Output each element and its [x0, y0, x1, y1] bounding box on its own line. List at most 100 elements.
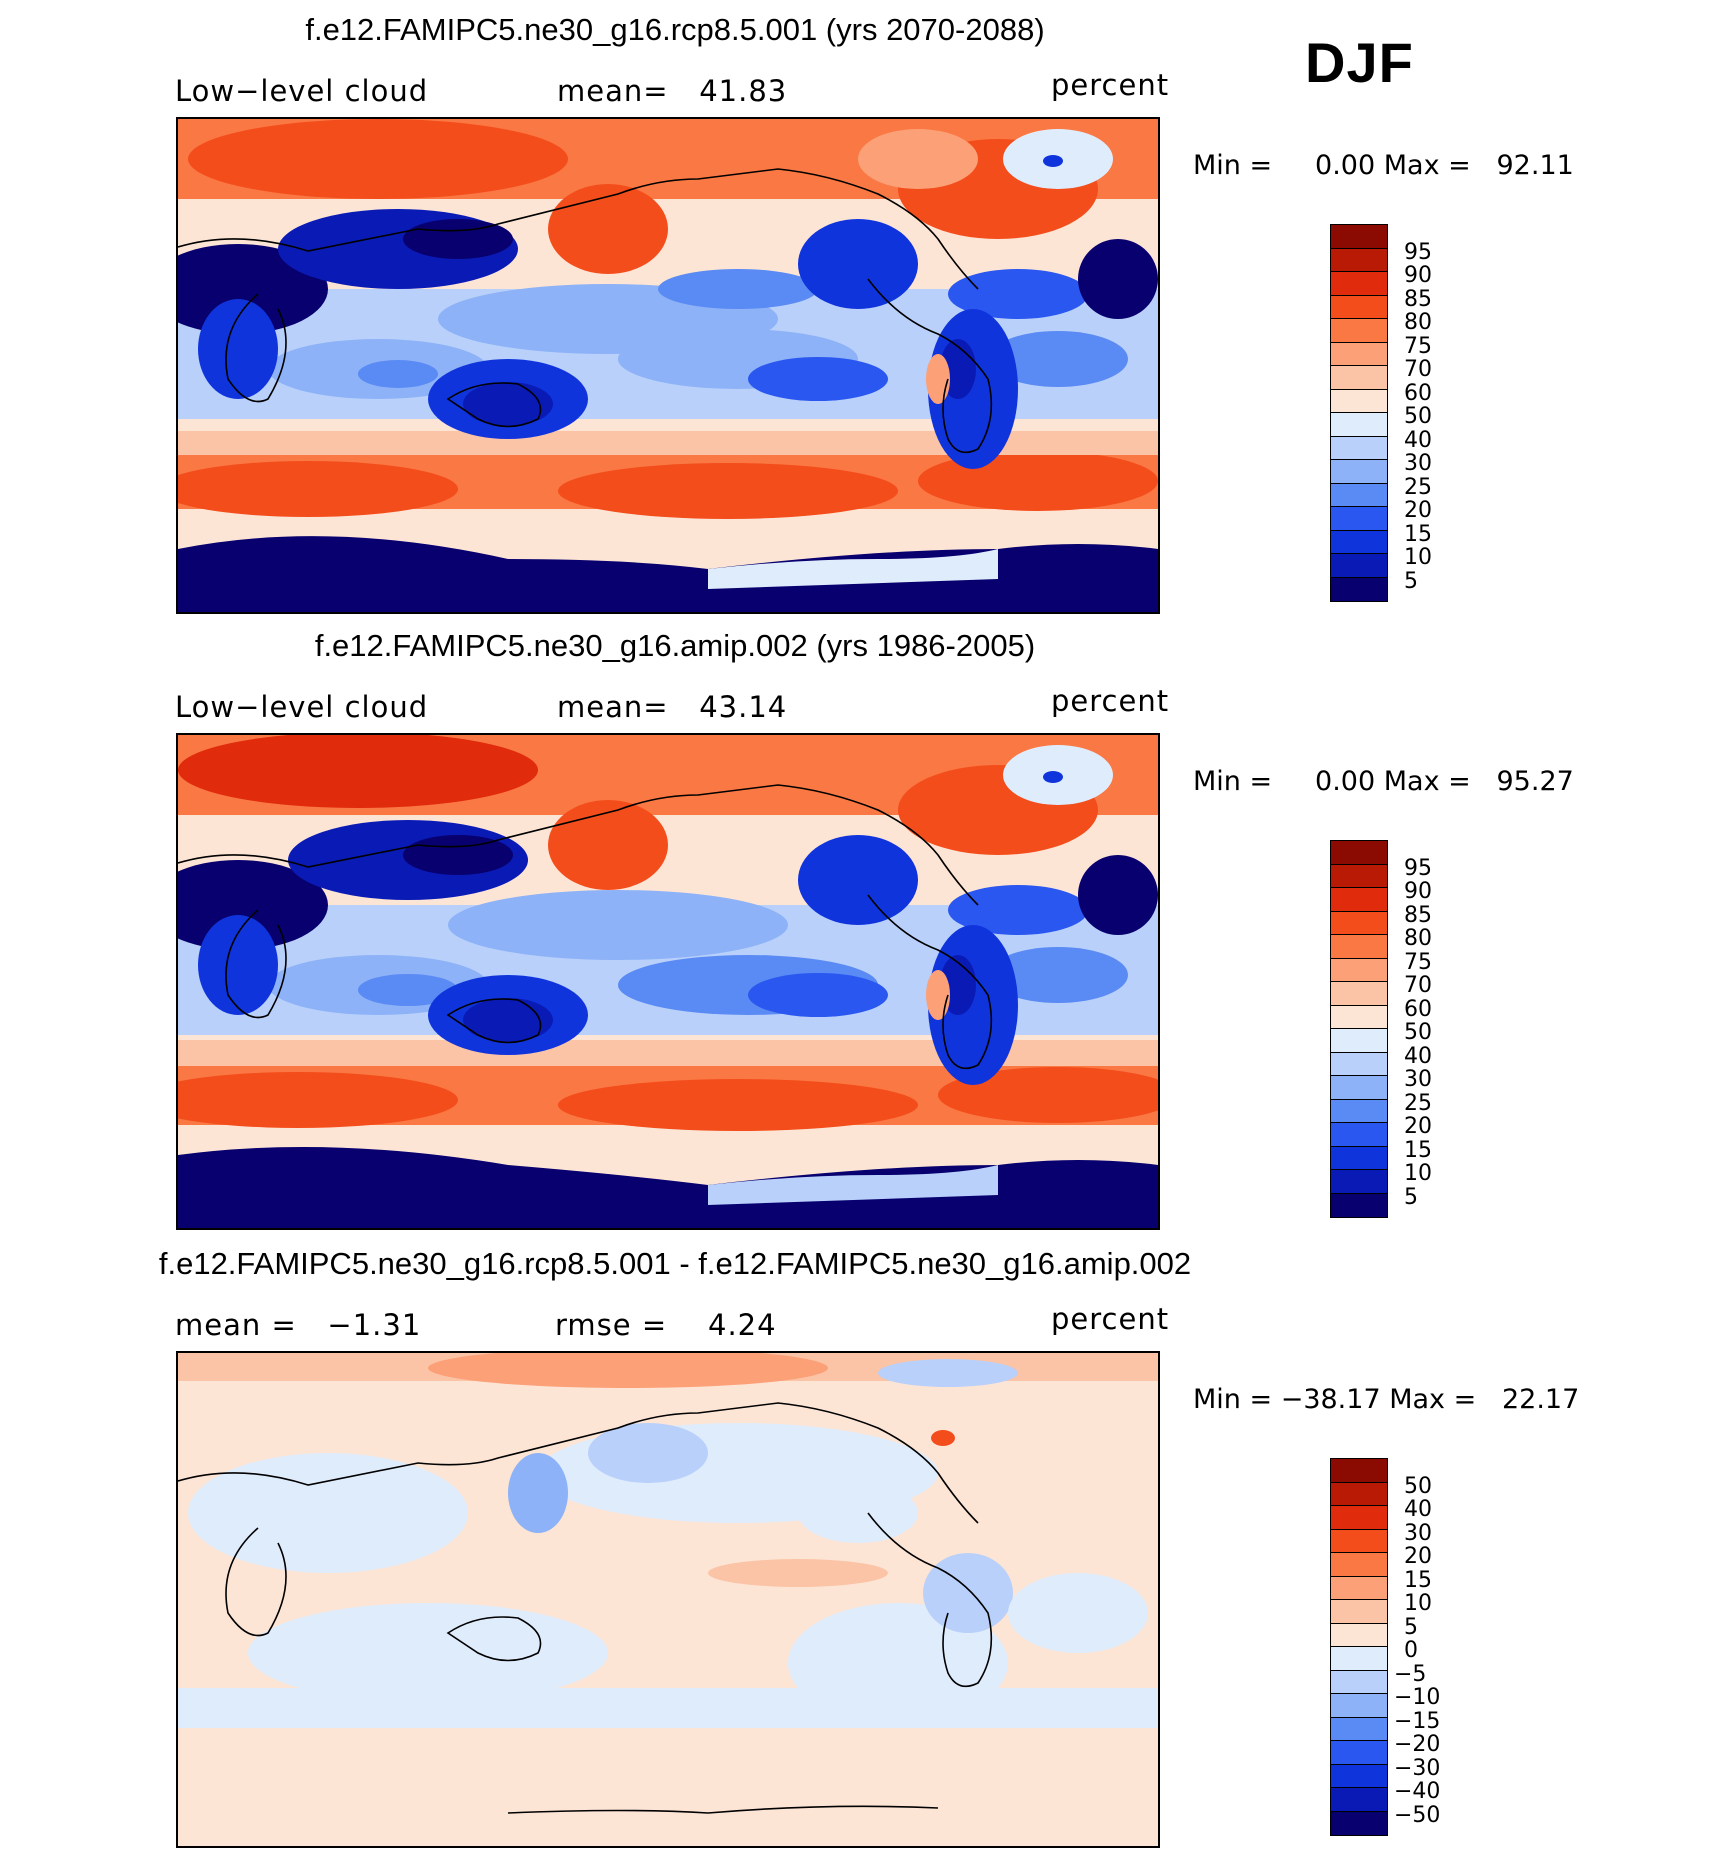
colorbar-swatch — [1331, 958, 1387, 982]
colorbar-tick-label: 5 — [1404, 568, 1418, 594]
colorbar-tick-label: 85 — [1404, 902, 1432, 928]
colorbar-swatch — [1331, 1623, 1387, 1647]
colorbar-tick-label: 40 — [1404, 1043, 1432, 1069]
colorbar-tick-label: 20 — [1404, 498, 1432, 523]
units-label: percent — [1051, 1302, 1170, 1336]
colorbar-swatch — [1331, 864, 1387, 888]
colorbar-tick-label: −30 — [1394, 1755, 1441, 1781]
panel-title: f.e12.FAMIPC5.ne30_g16.rcp8.5.001 - f.e1… — [158, 1246, 1192, 1281]
colorbar-swatch — [1331, 841, 1387, 865]
colorbar-swatch — [1331, 1529, 1387, 1553]
colorbar-tick-label: −20 — [1394, 1732, 1441, 1757]
colorbar-swatch — [1331, 225, 1387, 249]
colorbar-tick-label: 40 — [1404, 1497, 1432, 1522]
colorbar-tick-label: 75 — [1404, 949, 1432, 975]
season-label: DJF — [1305, 31, 1414, 94]
panel-future: f.e12.FAMIPC5.ne30_g16.rcp8.5.001 (yrs 2… — [0, 12, 1710, 632]
colorbar-swatch — [1331, 389, 1387, 413]
cloud-difference-map — [176, 1351, 1160, 1848]
colorbar-tick-label: 85 — [1404, 286, 1432, 312]
colorbar-tick-label: 80 — [1404, 926, 1432, 951]
colorbar-swatch — [1331, 1506, 1387, 1530]
panel-difference: f.e12.FAMIPC5.ne30_g16.rcp8.5.001 - f.e1… — [0, 1246, 1710, 1866]
colorbar-tick-label: 70 — [1404, 357, 1432, 382]
colorbar — [1330, 224, 1388, 602]
colorbar-swatch — [1331, 1647, 1387, 1671]
colorbar-swatch — [1331, 530, 1387, 554]
colorbar-swatch — [1331, 1123, 1387, 1147]
colorbar-tick-label: 0 — [1404, 1638, 1418, 1663]
colorbar-swatch — [1331, 554, 1387, 578]
colorbar-swatch — [1331, 1076, 1387, 1100]
colorbar-swatch — [1331, 1146, 1387, 1170]
colorbar-swatch — [1331, 1193, 1387, 1217]
colorbar-tick-label: 30 — [1404, 451, 1432, 476]
colorbar-swatch — [1331, 1811, 1387, 1835]
colorbar-tick-label: 20 — [1404, 1544, 1432, 1569]
colorbar-tick-label: 60 — [1404, 996, 1432, 1022]
colorbar-swatch — [1331, 507, 1387, 531]
colorbar-tick-label: 15 — [1404, 1567, 1432, 1593]
cloud-map-future — [176, 117, 1160, 614]
cloud-map-historical — [176, 733, 1160, 1230]
colorbar-tick-label: 10 — [1404, 1161, 1432, 1186]
panel-title: f.e12.FAMIPC5.ne30_g16.amip.002 (yrs 198… — [314, 628, 1036, 663]
colorbar-swatch — [1331, 1029, 1387, 1053]
colorbar-swatch — [1331, 1052, 1387, 1076]
colorbar-swatch — [1331, 888, 1387, 912]
colorbar-swatch — [1331, 1764, 1387, 1788]
colorbar-swatch — [1331, 413, 1387, 437]
colorbar-tick-label: 95 — [1404, 239, 1432, 265]
colorbar-tick-label: 90 — [1404, 263, 1432, 288]
colorbar-swatch — [1331, 272, 1387, 296]
colorbar-swatch — [1331, 577, 1387, 601]
colorbar-swatch — [1331, 1670, 1387, 1694]
mean-label: mean= 41.83 — [557, 74, 788, 108]
colorbar-tick-label: −40 — [1394, 1779, 1441, 1804]
colorbar-swatch — [1331, 982, 1387, 1006]
colorbar-swatch — [1331, 1005, 1387, 1029]
colorbar-tick-label: 70 — [1404, 973, 1432, 998]
colorbar-swatch — [1331, 1170, 1387, 1194]
colorbar-swatch — [1331, 1576, 1387, 1600]
colorbar-tick-label: 75 — [1404, 333, 1432, 359]
units-label: percent — [1051, 68, 1170, 102]
panel-title: f.e12.FAMIPC5.ne30_g16.rcp8.5.001 (yrs 2… — [305, 12, 1045, 47]
colorbar-swatch — [1331, 1717, 1387, 1741]
colorbar-swatch — [1331, 1788, 1387, 1812]
colorbar-tick-label: −50 — [1394, 1802, 1441, 1828]
colorbar-tick-label: 50 — [1404, 404, 1432, 429]
mean-label: mean = −1.31 — [175, 1308, 422, 1342]
colorbar-swatch — [1331, 1099, 1387, 1123]
colorbar-tick-label: 25 — [1404, 1090, 1432, 1116]
colorbar-swatch — [1331, 1553, 1387, 1577]
colorbar-tick-label: 80 — [1404, 310, 1432, 335]
colorbar-tick-label: 15 — [1404, 521, 1432, 547]
colorbar — [1330, 1458, 1388, 1836]
mean-label: mean= 43.14 — [557, 690, 788, 724]
colorbar-swatch — [1331, 460, 1387, 484]
rmse-label: rmse = 4.24 — [555, 1308, 777, 1342]
colorbar-swatch — [1331, 366, 1387, 390]
colorbar-swatch — [1331, 436, 1387, 460]
colorbar-tick-label: 10 — [1404, 545, 1432, 570]
colorbar-tick-label: 60 — [1404, 380, 1432, 406]
colorbar-tick-label: 10 — [1404, 1591, 1432, 1616]
colorbar-swatch — [1331, 1459, 1387, 1483]
colorbar-tick-label: 40 — [1404, 427, 1432, 453]
colorbar-swatch — [1331, 342, 1387, 366]
colorbar-swatch — [1331, 319, 1387, 343]
colorbar-tick-label: 25 — [1404, 474, 1432, 500]
colorbar-swatch — [1331, 1600, 1387, 1624]
colorbar-tick-label: 50 — [1404, 1020, 1432, 1045]
units-label: percent — [1051, 684, 1170, 718]
variable-label: Low−level cloud — [175, 74, 429, 108]
colorbar-tick-label: −10 — [1394, 1685, 1441, 1710]
colorbar-swatch — [1331, 1482, 1387, 1506]
colorbar-tick-label: 20 — [1404, 1114, 1432, 1139]
variable-label: Low−level cloud — [175, 690, 429, 724]
min-max-label: Min = 0.00 Max = 92.11 — [1193, 150, 1574, 181]
min-max-label: Min = 0.00 Max = 95.27 — [1193, 766, 1574, 797]
colorbar-tick-label: 90 — [1404, 879, 1432, 904]
colorbar-tick-label: 5 — [1404, 1184, 1418, 1210]
